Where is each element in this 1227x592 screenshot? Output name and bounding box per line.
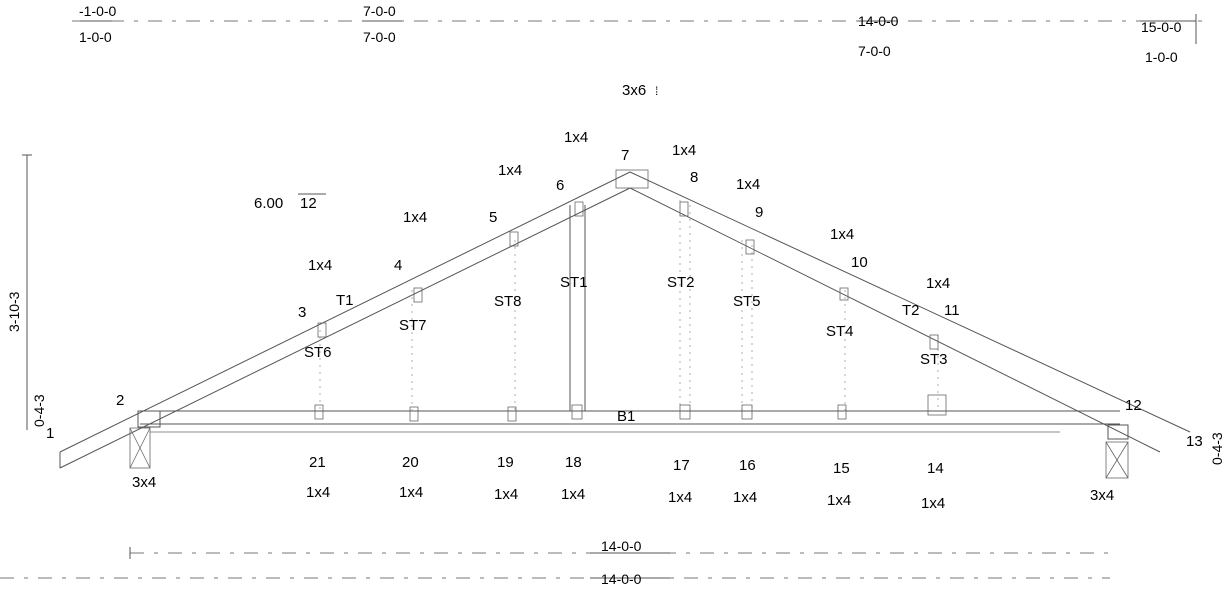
left-heel-height: 0-4-3 bbox=[31, 394, 47, 427]
member-label-t1: T1 bbox=[336, 292, 354, 309]
bottom-plate-label: 1x4 bbox=[494, 486, 518, 503]
top-plate-label: 1x4 bbox=[308, 257, 332, 274]
stiffener-label: ST7 bbox=[399, 317, 427, 334]
member-label-b1: B1 bbox=[617, 408, 635, 425]
top-dim-3-bottom: 7-0-0 bbox=[858, 43, 891, 59]
joint-label: 9 bbox=[755, 204, 763, 221]
bottom-joint-label: 17 bbox=[673, 457, 690, 474]
stiffener-members bbox=[319, 200, 939, 411]
right-heel-height: 0-4-3 bbox=[1209, 432, 1225, 465]
bottom-dimension-lines bbox=[0, 547, 1110, 579]
top-plate-label: 1x4 bbox=[736, 176, 760, 193]
top-dimension-line bbox=[72, 14, 1205, 44]
top-chord-right bbox=[629, 171, 1191, 453]
right-support bbox=[1105, 424, 1129, 479]
joint-label: 4 bbox=[394, 257, 402, 274]
joint-label: 13 bbox=[1186, 433, 1203, 450]
bottom-joint-label: 20 bbox=[402, 454, 419, 471]
top-dim-3-top: 14-0-0 bbox=[858, 13, 899, 29]
left-support bbox=[129, 410, 161, 469]
top-plate-label: 1x4 bbox=[672, 142, 696, 159]
pitch-label: 6.00 bbox=[254, 195, 283, 212]
top-plate-label: 1x4 bbox=[564, 129, 588, 146]
bottom-plate-label: 1x4 bbox=[827, 492, 851, 509]
joint-label: 10 bbox=[851, 254, 868, 271]
member-plates bbox=[314, 169, 947, 422]
joint-label: 7 bbox=[621, 147, 629, 164]
joint-label: 11 bbox=[944, 302, 960, 319]
stiffener-label: ST8 bbox=[494, 293, 522, 310]
bottom-joint-label: 21 bbox=[309, 454, 326, 471]
joint-label: 2 bbox=[116, 392, 124, 409]
joint-label: 12 bbox=[1125, 397, 1142, 414]
bottom-joint-label: 15 bbox=[833, 460, 850, 477]
bottom-plate-label: 1x4 bbox=[733, 489, 757, 506]
bottom-plate-label: 1x4 bbox=[399, 484, 423, 501]
top-plate-label: 1x4 bbox=[498, 162, 522, 179]
bottom-dim-1: 14-0-0 bbox=[601, 538, 642, 554]
top-plate-label: 1x4 bbox=[926, 275, 950, 292]
top-dim-4-bottom: 1-0-0 bbox=[1145, 49, 1178, 65]
bottom-plate-label: 1x4 bbox=[561, 486, 585, 503]
top-dim-2-bottom: 7-0-0 bbox=[363, 29, 396, 45]
left-height-dimension bbox=[22, 154, 32, 430]
stiffener-label: ST2 bbox=[667, 274, 695, 291]
top-dim-2-top: 7-0-0 bbox=[363, 3, 396, 19]
bottom-joint-label: 19 bbox=[497, 454, 514, 471]
joint-label: 1 bbox=[46, 425, 54, 442]
top-dim-1-bottom: 1-0-0 bbox=[79, 29, 112, 45]
top-dim-4-top: 15-0-0 bbox=[1141, 19, 1182, 35]
top-dim-1-top: -1-0-0 bbox=[79, 3, 117, 19]
plate-mark: ⁞ bbox=[655, 84, 658, 98]
member-label-t2: T2 bbox=[902, 302, 920, 319]
stiffener-label: ST5 bbox=[733, 293, 761, 310]
bottom-plate-label: 1x4 bbox=[921, 495, 945, 512]
bottom-plate-label: 1x4 bbox=[668, 489, 692, 506]
pitch-base: 12 bbox=[300, 195, 317, 212]
joint-label: 8 bbox=[690, 169, 698, 186]
stiffener-label: ST3 bbox=[920, 351, 948, 368]
stiffener-label: ST4 bbox=[826, 323, 854, 340]
left-support-plate: 3x4 bbox=[132, 474, 156, 491]
peak-plate-label: 3x6 bbox=[622, 82, 646, 99]
bottom-dim-2: 14-0-0 bbox=[601, 571, 642, 587]
right-support-plate: 3x4 bbox=[1090, 487, 1114, 504]
joint-label: 6 bbox=[556, 177, 564, 194]
bottom-joint-label: 16 bbox=[739, 457, 756, 474]
bottom-joint-label: 14 bbox=[927, 460, 944, 477]
joint-label: 3 bbox=[298, 304, 306, 321]
bottom-chord bbox=[140, 410, 1120, 433]
top-chord-left bbox=[59, 171, 631, 469]
top-plate-label: 1x4 bbox=[403, 209, 427, 226]
top-plate-label: 1x4 bbox=[830, 226, 854, 243]
stiffener-label: ST6 bbox=[304, 344, 332, 361]
bottom-plate-label: 1x4 bbox=[306, 484, 330, 501]
left-total-height: 3-10-3 bbox=[6, 291, 22, 332]
bottom-joint-label: 18 bbox=[565, 454, 582, 471]
stiffener-label: ST1 bbox=[560, 274, 588, 291]
joint-label: 5 bbox=[489, 209, 497, 226]
